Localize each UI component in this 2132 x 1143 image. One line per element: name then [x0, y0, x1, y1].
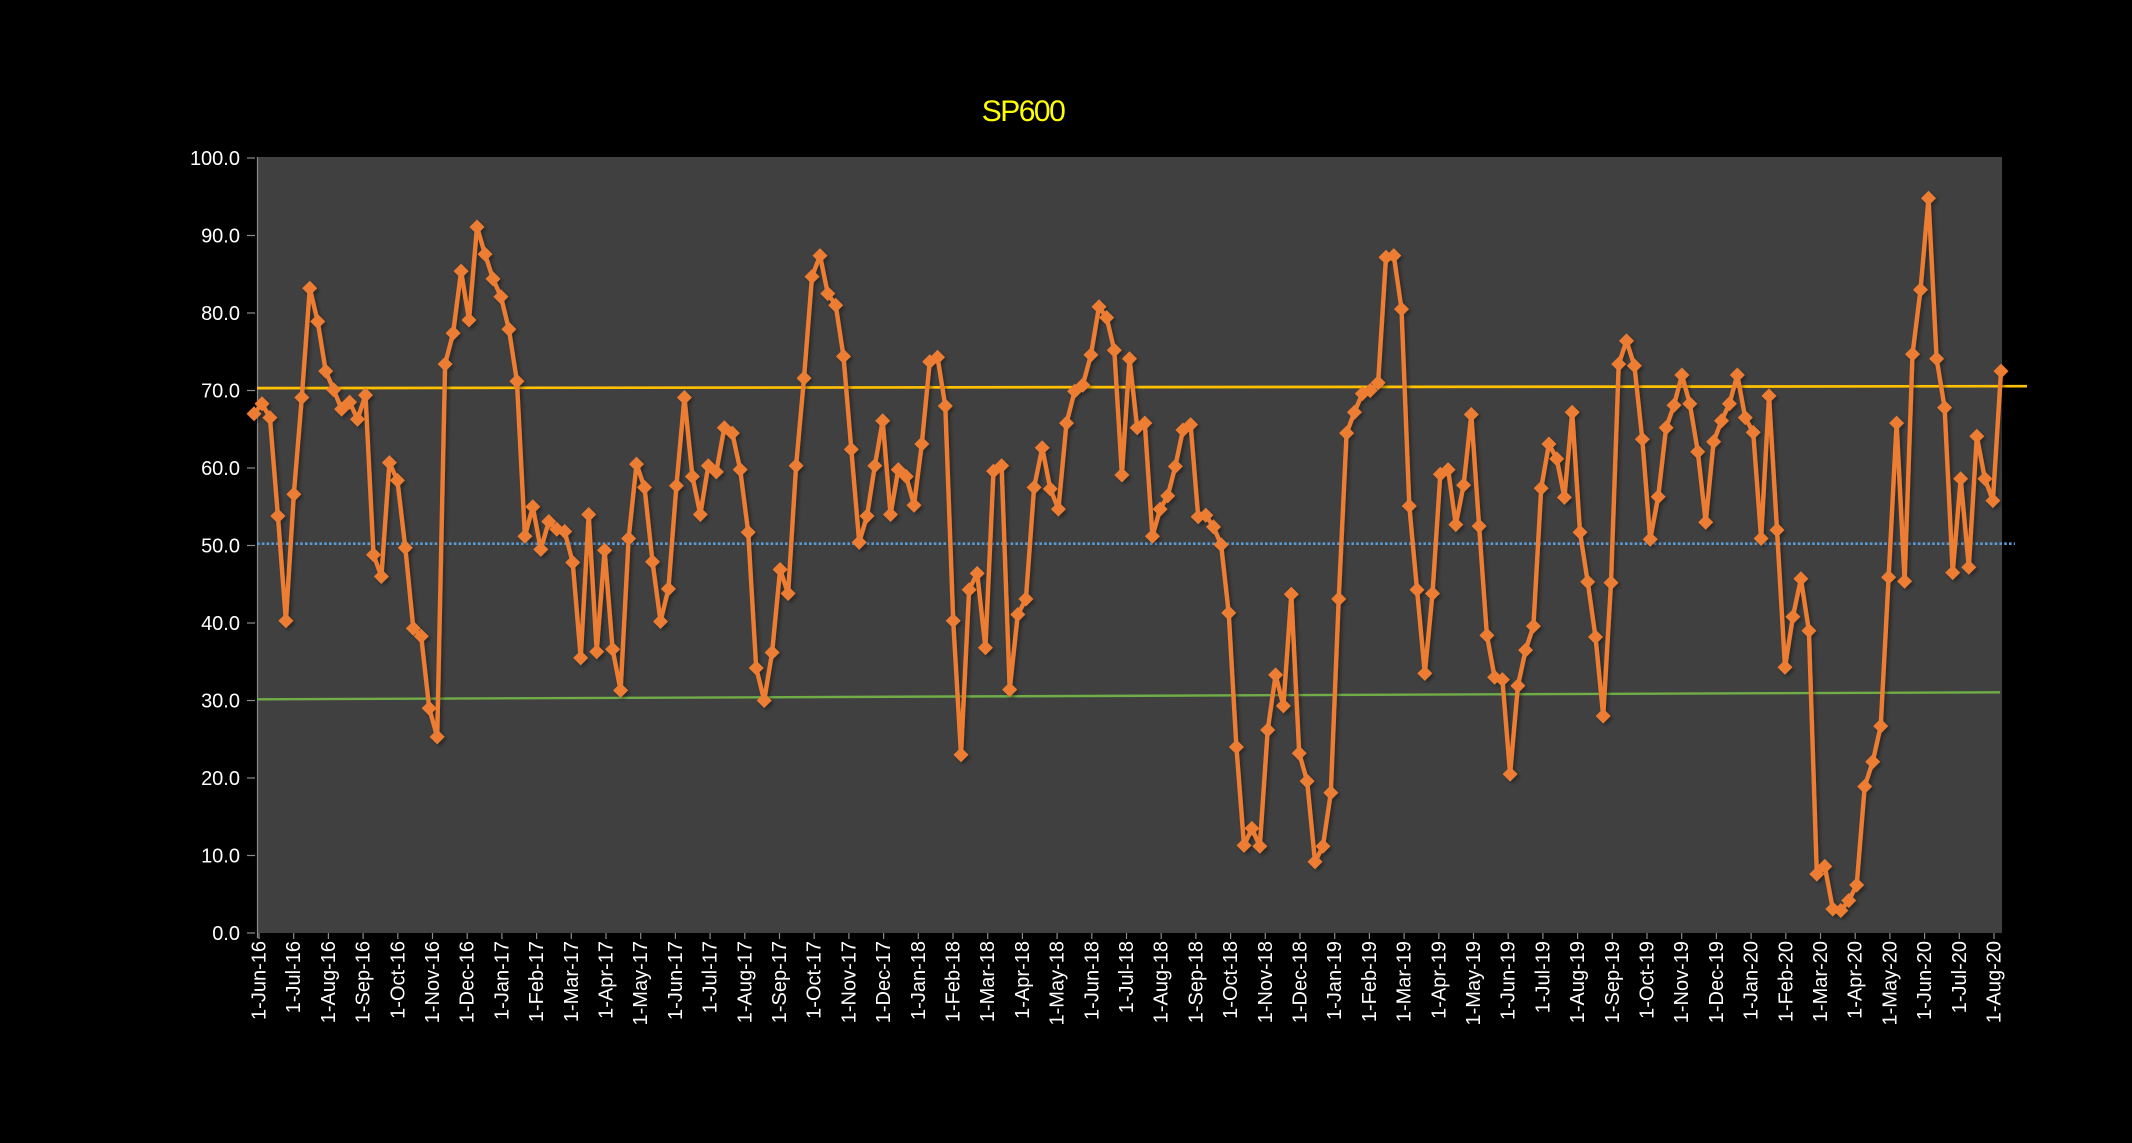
svg-text:1-Feb-20: 1-Feb-20 [1775, 941, 1797, 1022]
svg-text:1-Aug-17: 1-Aug-17 [734, 941, 756, 1023]
svg-text:40.0: 40.0 [201, 613, 240, 635]
svg-text:1-Nov-18: 1-Nov-18 [1255, 941, 1277, 1023]
svg-text:80.0: 80.0 [201, 303, 240, 325]
svg-text:1-Feb-17: 1-Feb-17 [526, 941, 548, 1022]
svg-text:90.0: 90.0 [201, 226, 240, 248]
svg-text:50.0: 50.0 [201, 536, 240, 558]
svg-text:1-Jun-18: 1-Jun-18 [1081, 941, 1103, 1020]
svg-text:1-Dec-17: 1-Dec-17 [873, 941, 895, 1023]
svg-text:1-Oct-17: 1-Oct-17 [804, 941, 826, 1019]
svg-text:1-Aug-19: 1-Aug-19 [1567, 941, 1589, 1023]
svg-text:1-May-20: 1-May-20 [1879, 941, 1901, 1025]
svg-text:1-May-19: 1-May-19 [1463, 941, 1485, 1025]
svg-text:1-Nov-19: 1-Nov-19 [1671, 941, 1693, 1023]
svg-text:1-Jun-16: 1-Jun-16 [249, 941, 271, 1020]
svg-text:1-Sep-17: 1-Sep-17 [769, 941, 791, 1023]
svg-text:1-May-18: 1-May-18 [1047, 941, 1069, 1025]
svg-text:1-Mar-20: 1-Mar-20 [1810, 941, 1832, 1022]
svg-text:1-Mar-19: 1-Mar-19 [1394, 941, 1416, 1022]
svg-text:1-May-17: 1-May-17 [630, 941, 652, 1025]
svg-text:1-Jan-17: 1-Jan-17 [491, 941, 513, 1020]
svg-text:1-Jul-19: 1-Jul-19 [1532, 941, 1554, 1013]
svg-text:1-Aug-18: 1-Aug-18 [1151, 941, 1173, 1023]
svg-text:1-Nov-17: 1-Nov-17 [838, 941, 860, 1023]
svg-text:1-Sep-19: 1-Sep-19 [1602, 941, 1624, 1023]
svg-text:1-Jul-16: 1-Jul-16 [283, 941, 305, 1013]
svg-text:1-Apr-17: 1-Apr-17 [596, 941, 618, 1019]
svg-text:1-Oct-19: 1-Oct-19 [1637, 941, 1659, 1019]
svg-text:1-Oct-18: 1-Oct-18 [1220, 941, 1242, 1019]
svg-text:1-Jul-20: 1-Jul-20 [1949, 941, 1971, 1013]
svg-text:70.0: 70.0 [201, 381, 240, 403]
svg-text:1-Mar-17: 1-Mar-17 [561, 941, 583, 1022]
svg-text:SP600: SP600 [982, 95, 1065, 128]
svg-text:100.0: 100.0 [190, 148, 240, 170]
svg-text:1-Sep-18: 1-Sep-18 [1185, 941, 1207, 1023]
svg-text:1-Mar-18: 1-Mar-18 [977, 941, 999, 1022]
svg-text:1-Oct-16: 1-Oct-16 [387, 941, 409, 1019]
svg-text:1-Jul-18: 1-Jul-18 [1116, 941, 1138, 1013]
svg-text:1-Jun-17: 1-Jun-17 [665, 941, 687, 1020]
svg-text:1-Jan-18: 1-Jan-18 [908, 941, 930, 1020]
svg-text:1-Apr-20: 1-Apr-20 [1845, 941, 1867, 1019]
svg-text:20.0: 20.0 [201, 768, 240, 790]
svg-text:0.0: 0.0 [212, 923, 240, 945]
svg-text:1-Aug-20: 1-Aug-20 [1984, 941, 2006, 1023]
svg-text:1-Dec-18: 1-Dec-18 [1290, 941, 1312, 1023]
svg-text:1-Dec-19: 1-Dec-19 [1706, 941, 1728, 1023]
svg-text:10.0: 10.0 [201, 846, 240, 868]
svg-text:1-Feb-19: 1-Feb-19 [1359, 941, 1381, 1022]
svg-text:1-Jun-20: 1-Jun-20 [1914, 941, 1936, 1020]
svg-text:1-Jan-20: 1-Jan-20 [1741, 941, 1763, 1020]
svg-text:1-Aug-16: 1-Aug-16 [318, 941, 340, 1023]
svg-text:1-Feb-18: 1-Feb-18 [943, 941, 965, 1022]
svg-text:1-Sep-16: 1-Sep-16 [353, 941, 375, 1023]
svg-text:1-Apr-18: 1-Apr-18 [1012, 941, 1034, 1019]
svg-text:1-Apr-19: 1-Apr-19 [1428, 941, 1450, 1019]
svg-text:1-Nov-16: 1-Nov-16 [422, 941, 444, 1023]
svg-text:1-Jan-19: 1-Jan-19 [1324, 941, 1346, 1020]
svg-text:1-Jul-17: 1-Jul-17 [700, 941, 722, 1013]
svg-text:30.0: 30.0 [201, 691, 240, 713]
svg-text:60.0: 60.0 [201, 458, 240, 480]
svg-text:1-Dec-16: 1-Dec-16 [457, 941, 479, 1023]
svg-text:1-Jun-19: 1-Jun-19 [1498, 941, 1520, 1020]
